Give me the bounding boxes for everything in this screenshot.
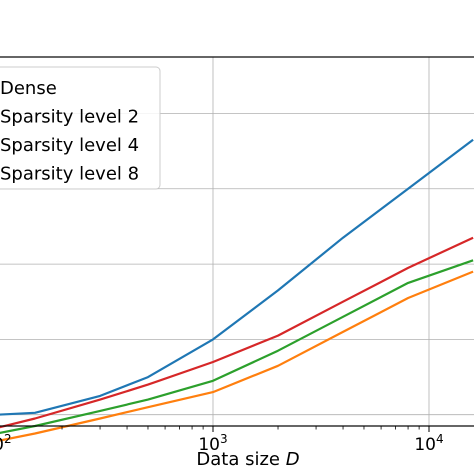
x-tick-label: 104: [414, 432, 443, 455]
series-line: [0, 259, 474, 435]
x-tick-label-exponent: 4: [436, 432, 444, 446]
x-tick-label-base: 10: [0, 435, 4, 455]
series-line: [0, 270, 474, 442]
x-tick-label-exponent: 2: [4, 432, 12, 446]
x-axis-label-var: D: [286, 449, 300, 470]
series-line: [0, 138, 474, 416]
plot-frame: [0, 56, 474, 427]
x-axis-label: Data size D: [196, 449, 299, 470]
legend-label: Sparsity level 2: [0, 107, 139, 128]
x-tick-label-base: 10: [198, 435, 220, 455]
x-tick-label-exponent: 3: [220, 432, 228, 446]
legend-label: Sparsity level 8: [0, 164, 139, 185]
legend-label: Sparsity level 4: [0, 135, 139, 156]
legend-box: [0, 66, 161, 190]
x-axis-label-text: Data size: [196, 449, 280, 470]
x-tick-label: 103: [198, 432, 227, 455]
x-axis-ticks: 102103104: [0, 426, 444, 455]
x-tick-label: 102: [0, 432, 12, 455]
x-tick-label-base: 10: [414, 435, 436, 455]
gridlines: [0, 57, 474, 426]
series-lines: [0, 138, 474, 442]
series-line: [0, 236, 474, 429]
legend: Dense Sparsity level 2 Sparsity level 4 Spa…: [0, 66, 161, 190]
legend-label: Dense: [0, 78, 57, 99]
